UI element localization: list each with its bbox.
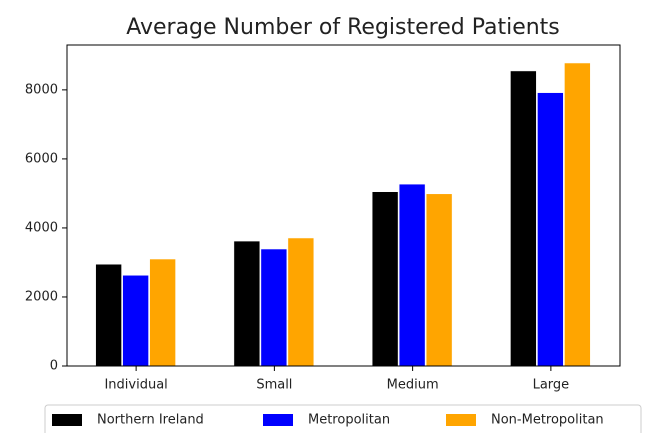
y-tick-label: 4000 — [25, 220, 58, 235]
bar — [122, 274, 149, 367]
plot-frame — [66, 44, 621, 367]
y-tick-label: 0 — [50, 359, 58, 374]
legend-swatch — [263, 414, 293, 426]
bar — [537, 92, 564, 367]
bar — [260, 248, 288, 367]
bar — [425, 193, 453, 367]
bar — [371, 191, 399, 367]
legend-label: Metropolitan — [308, 413, 390, 428]
x-tick-label: Large — [533, 378, 570, 393]
legend-swatch — [446, 414, 476, 426]
x-tick-label: Individual — [104, 378, 167, 393]
legend-box — [44, 404, 642, 437]
bar — [564, 62, 591, 367]
y-tick-label: 8000 — [25, 82, 58, 97]
bar — [510, 70, 537, 367]
chart-title: Average Number of Registered Patients — [126, 15, 560, 40]
legend-swatch — [52, 414, 82, 426]
bar — [287, 237, 315, 367]
legend-label: Northern Ireland — [97, 413, 204, 428]
bar — [398, 183, 426, 367]
bar — [149, 258, 176, 367]
y-tick-label: 2000 — [25, 289, 58, 304]
x-tick-label: Medium — [387, 378, 439, 393]
bar — [233, 240, 261, 367]
y-tick-label: 6000 — [25, 151, 58, 166]
x-tick-label: Small — [256, 378, 292, 393]
bar — [95, 263, 122, 367]
legend-label: Non-Metropolitan — [491, 413, 604, 428]
